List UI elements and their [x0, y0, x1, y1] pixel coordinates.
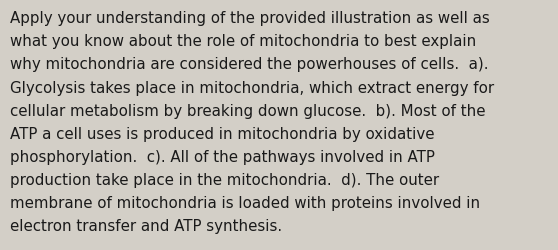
Text: cellular metabolism by breaking down glucose.  b). Most of the: cellular metabolism by breaking down glu…: [10, 103, 485, 118]
Text: what you know about the role of mitochondria to best explain: what you know about the role of mitochon…: [10, 34, 477, 49]
Text: why mitochondria are considered the powerhouses of cells.  a).: why mitochondria are considered the powe…: [10, 57, 489, 72]
Text: Glycolysis takes place in mitochondria, which extract energy for: Glycolysis takes place in mitochondria, …: [10, 80, 494, 95]
Text: membrane of mitochondria is loaded with proteins involved in: membrane of mitochondria is loaded with …: [10, 195, 480, 210]
Text: phosphorylation.  c). All of the pathways involved in ATP: phosphorylation. c). All of the pathways…: [10, 149, 435, 164]
Text: production take place in the mitochondria.  d). The outer: production take place in the mitochondri…: [10, 172, 439, 187]
Text: ATP a cell uses is produced in mitochondria by oxidative: ATP a cell uses is produced in mitochond…: [10, 126, 435, 141]
Text: Apply your understanding of the provided illustration as well as: Apply your understanding of the provided…: [10, 11, 490, 26]
Text: electron transfer and ATP synthesis.: electron transfer and ATP synthesis.: [10, 218, 282, 233]
